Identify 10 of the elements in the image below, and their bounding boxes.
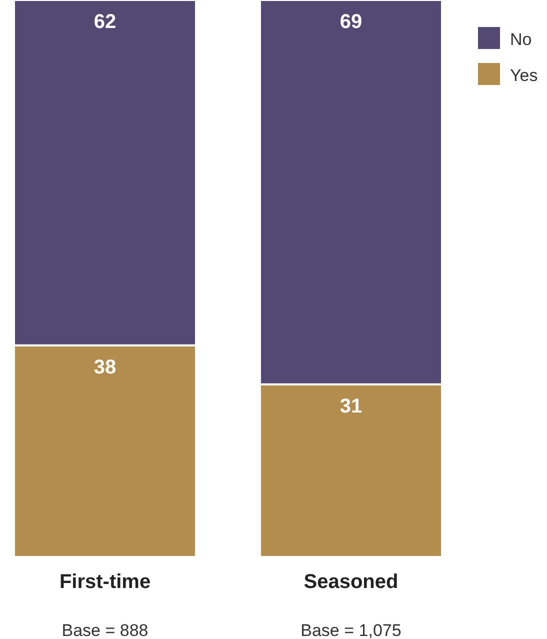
data-label: 31 <box>340 395 362 418</box>
data-label: 69 <box>340 11 362 33</box>
x-tick-label: Seasoned <box>304 571 398 593</box>
text: Base = 888 <box>62 621 148 639</box>
data-label: 62 <box>94 11 116 33</box>
text: No <box>510 30 532 49</box>
legend-label: Yes <box>510 66 538 85</box>
x-tick-label: First-time <box>59 571 151 593</box>
data-label: 38 <box>94 356 116 378</box>
text: Base = 1,075 <box>300 621 402 639</box>
